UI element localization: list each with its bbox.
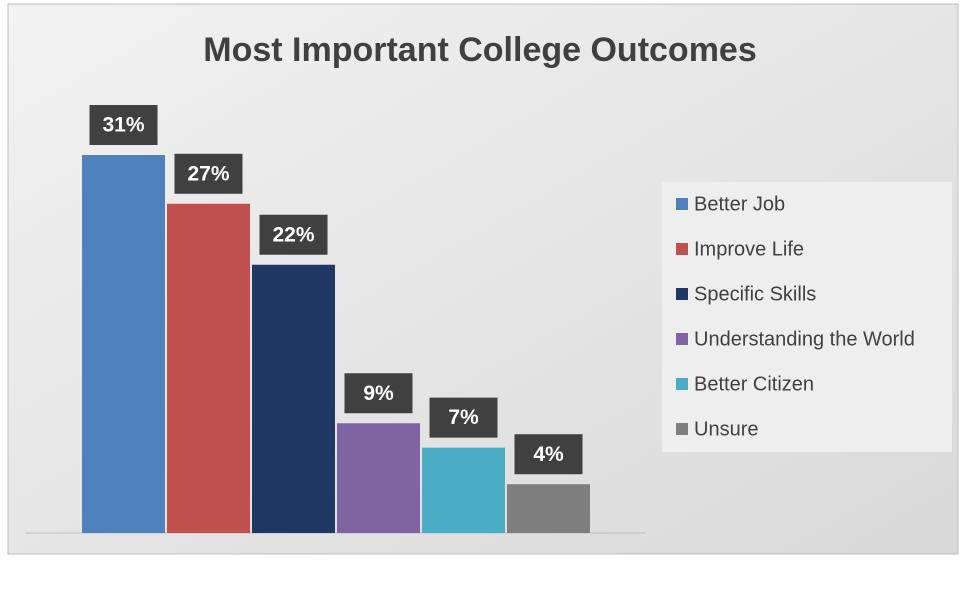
legend-swatch [676,198,688,210]
legend-label: Unsure [694,418,758,440]
legend-label: Better Citizen [694,373,814,395]
bar [167,204,250,533]
legend-swatch [676,423,688,435]
chart: Most Important College Outcomes 31% Bette… [0,0,961,584]
bar [82,155,165,533]
data-label: 27% [187,162,229,185]
legend-label: Improve Life [694,238,804,260]
legend-swatch [676,243,688,255]
page: {"chart_data": {"type": "bar", "title": … [0,0,961,584]
data-label: 9% [363,382,394,405]
data-label: 22% [272,223,314,246]
bar [252,265,335,533]
legend-swatch [676,288,688,300]
bar [337,423,420,533]
data-label: 7% [448,406,479,429]
legend-swatch [676,378,688,390]
chart-title: Most Important College Outcomes [203,31,757,69]
bar [507,484,590,533]
data-label: 4% [533,443,564,466]
legend-swatch [676,333,688,345]
legend-label: Better Job [694,193,785,215]
data-label: 31% [102,114,144,137]
legend-label: Specific Skills [694,283,816,305]
bar [422,448,505,533]
legend-box [662,182,952,452]
legend-label: Understanding the World [694,328,915,350]
